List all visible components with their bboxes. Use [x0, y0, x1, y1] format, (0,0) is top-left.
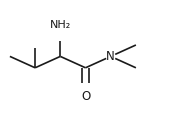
Text: NH₂: NH₂: [50, 20, 71, 30]
Text: N: N: [106, 50, 115, 63]
Text: O: O: [81, 90, 90, 102]
